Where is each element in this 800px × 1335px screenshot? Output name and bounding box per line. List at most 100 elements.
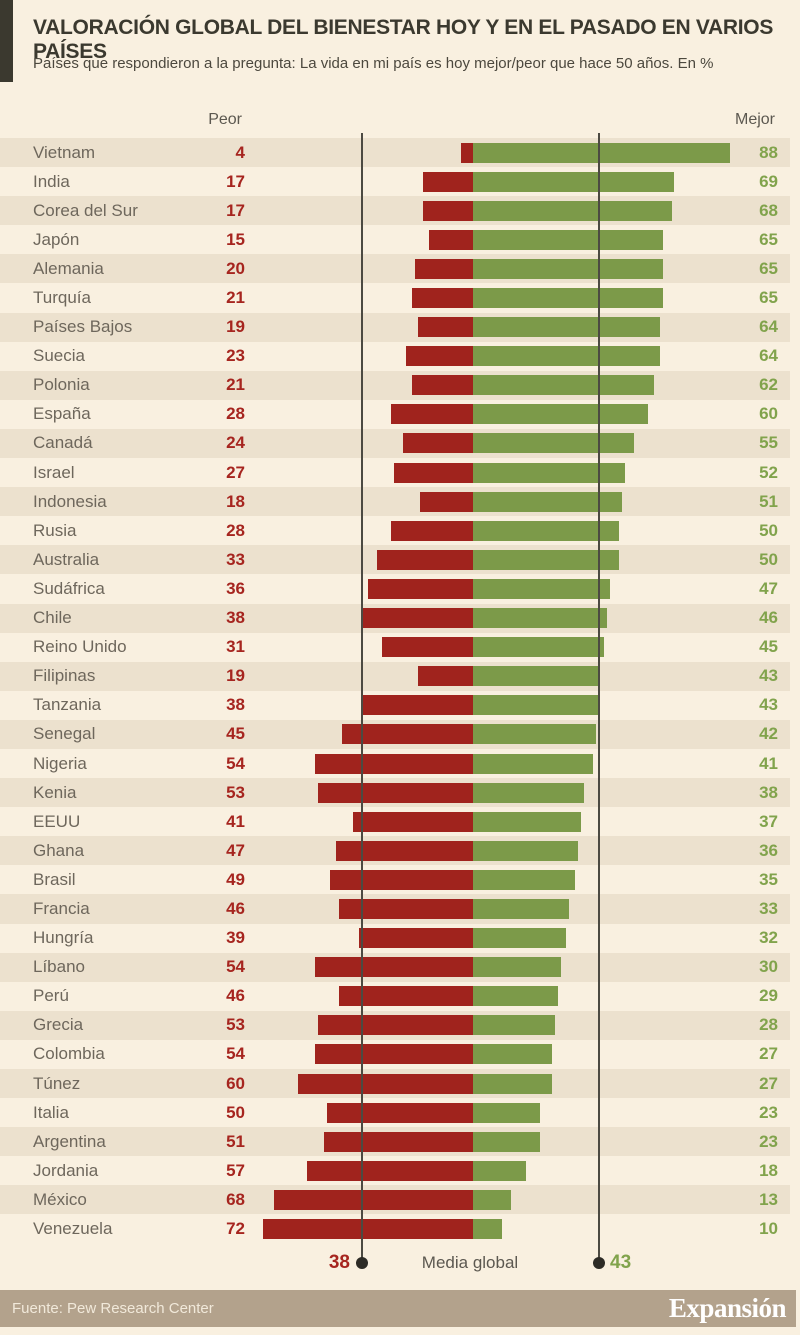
peor-bar xyxy=(353,811,473,832)
global-mean-value-mejor: 43 xyxy=(610,1252,632,1273)
country-label: Reino Unido xyxy=(33,637,127,657)
country-label: Turquía xyxy=(33,288,91,308)
country-row: Canadá 24 55 xyxy=(0,428,790,459)
global-mean-dot-peor xyxy=(356,1257,368,1269)
mejor-value: 18 xyxy=(759,1160,778,1180)
country-label: Italia xyxy=(33,1102,69,1122)
mejor-bar xyxy=(473,782,584,803)
peor-value: 47 xyxy=(226,840,245,860)
peor-value: 18 xyxy=(226,491,245,511)
mejor-value: 42 xyxy=(759,724,778,744)
mejor-bar xyxy=(473,898,570,919)
mejor-value: 47 xyxy=(759,578,778,598)
peor-bar xyxy=(324,1131,473,1152)
peor-value: 53 xyxy=(226,1015,245,1035)
peor-value: 19 xyxy=(226,317,245,337)
peor-value: 50 xyxy=(226,1102,245,1122)
country-label: Alemania xyxy=(33,258,104,278)
mejor-bar xyxy=(473,462,625,483)
country-row: Indonesia 18 51 xyxy=(0,487,790,517)
country-label: Grecia xyxy=(33,1015,84,1035)
mejor-value: 27 xyxy=(759,1044,778,1064)
peor-bar xyxy=(411,288,473,309)
country-row: Ghana 47 36 xyxy=(0,836,790,866)
peor-bar xyxy=(382,637,473,658)
mejor-bar xyxy=(473,957,561,978)
mejor-value: 46 xyxy=(759,608,778,628)
global-mean-label: Media global xyxy=(421,1253,519,1272)
country-row: Turquía 21 65 xyxy=(0,283,790,312)
mejor-value: 50 xyxy=(759,520,778,540)
mejor-value: 88 xyxy=(759,142,778,162)
chart-subtitle: Países que respondieron a la pregunta: L… xyxy=(33,55,714,72)
mejor-bar xyxy=(473,869,576,890)
peor-value: 21 xyxy=(226,375,245,395)
mejor-value: 28 xyxy=(759,1015,778,1035)
country-label: Polonia xyxy=(33,375,90,395)
mejor-value: 33 xyxy=(759,898,778,918)
mejor-bar xyxy=(473,1160,526,1181)
country-label: Senegal xyxy=(33,724,96,744)
mejor-value: 64 xyxy=(759,317,778,337)
mejor-value: 29 xyxy=(759,986,778,1006)
country-row: Francia 46 33 xyxy=(0,894,790,924)
peor-bar xyxy=(327,1102,473,1123)
country-label: Francia xyxy=(33,898,90,918)
peor-bar xyxy=(417,317,473,338)
mejor-value: 52 xyxy=(759,462,778,482)
peor-bar xyxy=(274,1189,473,1210)
mejor-bar xyxy=(473,986,558,1007)
mejor-bar xyxy=(473,346,660,367)
mejor-value: 35 xyxy=(759,869,778,889)
peor-value: 28 xyxy=(226,404,245,424)
mejor-value: 43 xyxy=(759,666,778,686)
global-mean-value-peor: 38 xyxy=(328,1252,350,1273)
country-row: Líbano 54 30 xyxy=(0,952,790,982)
peor-value: 20 xyxy=(226,258,245,278)
country-label: Chile xyxy=(33,608,72,628)
country-row: España 28 60 xyxy=(0,400,790,429)
country-row: Kenia 53 38 xyxy=(0,778,790,808)
mejor-bar xyxy=(473,491,622,512)
peor-bar xyxy=(315,957,473,978)
global-mean-line-peor xyxy=(361,133,363,1263)
mejor-value: 69 xyxy=(759,171,778,191)
peor-bar xyxy=(417,666,473,687)
peor-value: 46 xyxy=(226,986,245,1006)
country-row: Sudáfrica 36 47 xyxy=(0,574,790,603)
peor-bar xyxy=(411,375,473,396)
peor-bar xyxy=(362,608,473,629)
peor-bar xyxy=(359,928,473,949)
country-row: Grecia 53 28 xyxy=(0,1010,790,1040)
mejor-value: 30 xyxy=(759,957,778,977)
peor-value: 21 xyxy=(226,288,245,308)
country-label: Ghana xyxy=(33,840,85,860)
country-row: Reino Unido 31 45 xyxy=(0,633,790,662)
country-label: Perú xyxy=(33,986,69,1006)
peor-bar xyxy=(262,1219,473,1240)
country-label: Nigeria xyxy=(33,753,87,773)
country-row: Nigeria 54 41 xyxy=(0,749,790,778)
peor-value: 33 xyxy=(226,549,245,569)
mejor-bar xyxy=(473,811,582,832)
mejor-value: 50 xyxy=(759,549,778,569)
country-label: Venezuela xyxy=(33,1219,113,1239)
mejor-value: 10 xyxy=(759,1219,778,1239)
column-header-mejor: Mejor xyxy=(734,111,775,128)
mejor-bar xyxy=(473,637,605,658)
country-row: Japón 15 65 xyxy=(0,225,790,254)
peor-value: 53 xyxy=(226,782,245,802)
peor-bar xyxy=(394,462,473,483)
mejor-bar xyxy=(473,375,655,396)
country-row: Argentina 51 23 xyxy=(0,1127,790,1157)
mejor-bar xyxy=(473,578,611,599)
country-label: Corea del Sur xyxy=(33,200,138,220)
mejor-bar xyxy=(473,753,593,774)
country-label: Túnez xyxy=(33,1073,81,1093)
country-row: México 68 13 xyxy=(0,1185,790,1215)
peor-bar xyxy=(338,898,473,919)
peor-bar xyxy=(367,578,473,599)
peor-value: 51 xyxy=(226,1131,245,1151)
mejor-value: 13 xyxy=(759,1189,778,1209)
